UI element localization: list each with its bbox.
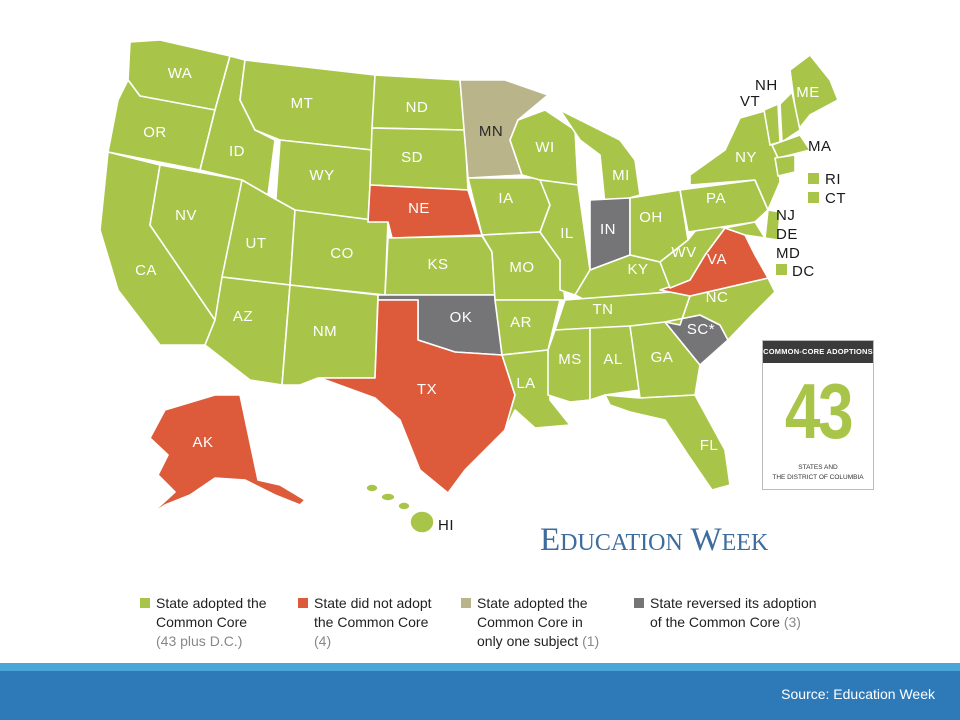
label-ky: KY (627, 261, 648, 278)
label-ia: IA (498, 190, 513, 207)
state-ga[interactable] (629, 321, 701, 399)
label-id: ID (229, 143, 245, 160)
label-ok: OK (450, 309, 473, 326)
label-ca: CA (135, 262, 157, 279)
state-nh[interactable] (779, 91, 801, 143)
logo-ducation: DUCATION (560, 530, 683, 556)
label-vt: VT (740, 93, 760, 110)
state-ma[interactable] (771, 134, 811, 159)
footer-accent-bar (0, 663, 960, 671)
label-tn: TN (593, 301, 614, 318)
state-il[interactable] (539, 179, 591, 296)
legend-count-reversed: (3) (783, 614, 801, 630)
state-al[interactable] (589, 325, 641, 401)
label-mi: MI (612, 167, 630, 184)
label-nm: NM (313, 323, 337, 340)
label-sd: SD (401, 149, 423, 166)
legend-label-one-subject: State adopted the Common Core in only on… (477, 595, 588, 649)
label-dc: DC (792, 263, 815, 280)
adoptions-title: COMMON-CORE ADOPTIONS (763, 341, 873, 363)
state-ct[interactable] (774, 154, 796, 177)
label-wv: WV (671, 244, 696, 261)
label-ks: KS (427, 256, 448, 273)
label-wa: WA (168, 65, 193, 82)
education-week-logo: EDUCATION WEEK (540, 522, 768, 559)
label-or: OR (143, 124, 167, 141)
label-sc: SC* (687, 321, 715, 338)
state-ak[interactable] (149, 394, 306, 516)
label-in: IN (600, 221, 616, 238)
legend-count-adopted: (43 plus D.C.) (156, 633, 243, 649)
label-ar: AR (510, 314, 532, 331)
label-la: LA (516, 375, 535, 392)
label-mo: MO (509, 259, 534, 276)
label-co: CO (330, 245, 354, 262)
state-hi[interactable] (365, 483, 435, 534)
logo-letter-e: E (540, 522, 561, 558)
adoptions-subtitle-line1: STATES AND (798, 464, 838, 471)
label-mn: MN (479, 123, 503, 140)
label-al: AL (603, 351, 622, 368)
source-text: Source: Education Week (781, 686, 935, 702)
label-fl: FL (700, 437, 719, 454)
label-nv: NV (175, 207, 197, 224)
swatch-ri (808, 173, 819, 184)
swatch-ct (808, 192, 819, 203)
adoptions-subtitle: STATES AND THE DISTRICT OF COLUMBIA (763, 463, 873, 483)
label-nc: NC (706, 289, 729, 306)
label-tx: TX (417, 381, 437, 398)
footer-bar: Source: Education Week (0, 671, 960, 720)
label-md: MD (776, 245, 800, 262)
logo-eek: EEK (721, 530, 769, 556)
swatch-dc (776, 264, 787, 275)
label-mt: MT (291, 95, 314, 112)
label-de: DE (776, 226, 798, 243)
label-ct: CT (825, 190, 846, 207)
label-ma: MA (808, 138, 832, 155)
label-va: VA (707, 251, 727, 268)
label-nd: ND (406, 99, 429, 116)
label-oh: OH (639, 209, 663, 226)
legend-label-not-adopted: State did not adopt the Common Core (314, 595, 432, 630)
adoptions-box: COMMON-CORE ADOPTIONS 43 STATES AND THE … (762, 340, 874, 490)
legend-swatch-not-adopted (298, 598, 308, 608)
label-ut: UT (246, 235, 267, 252)
label-wy: WY (309, 167, 334, 184)
label-pa: PA (706, 190, 726, 207)
label-wi: WI (535, 139, 554, 156)
label-nh: NH (755, 77, 778, 94)
us-map: WA OR CA NV ID MT WY UT AZ CO NM ND SD N… (99, 39, 846, 534)
legend-swatch-reversed (634, 598, 644, 608)
label-hi: HI (438, 517, 454, 534)
state-md[interactable] (724, 221, 766, 239)
legend-swatch-adopted (140, 598, 150, 608)
label-ri: RI (825, 171, 841, 188)
label-me: ME (796, 84, 820, 101)
state-nj[interactable] (764, 209, 781, 241)
logo-letter-w: W (682, 522, 722, 558)
label-ny: NY (735, 149, 757, 166)
label-ne: NE (408, 200, 430, 217)
state-tx[interactable] (319, 299, 516, 494)
label-ms: MS (558, 351, 582, 368)
legend-label-adopted: State adopted the Common Core (156, 595, 267, 630)
legend-swatch-one-subject (461, 598, 471, 608)
legend-count-not-adopted: (4) (314, 633, 332, 649)
label-az: AZ (233, 308, 253, 325)
state-fl[interactable] (604, 394, 731, 491)
legend-count-one-subject: (1) (582, 633, 600, 649)
legend-label-reversed: State reversed its adoption of the Commo… (650, 595, 817, 630)
adoptions-number: 43 (784, 367, 854, 455)
adoptions-subtitle-line2: THE DISTRICT OF COLUMBIA (772, 474, 864, 481)
state-wv[interactable] (659, 224, 726, 289)
label-il: IL (560, 225, 574, 242)
label-nj: NJ (776, 207, 795, 224)
label-ak: AK (192, 434, 213, 451)
label-ga: GA (651, 349, 674, 366)
